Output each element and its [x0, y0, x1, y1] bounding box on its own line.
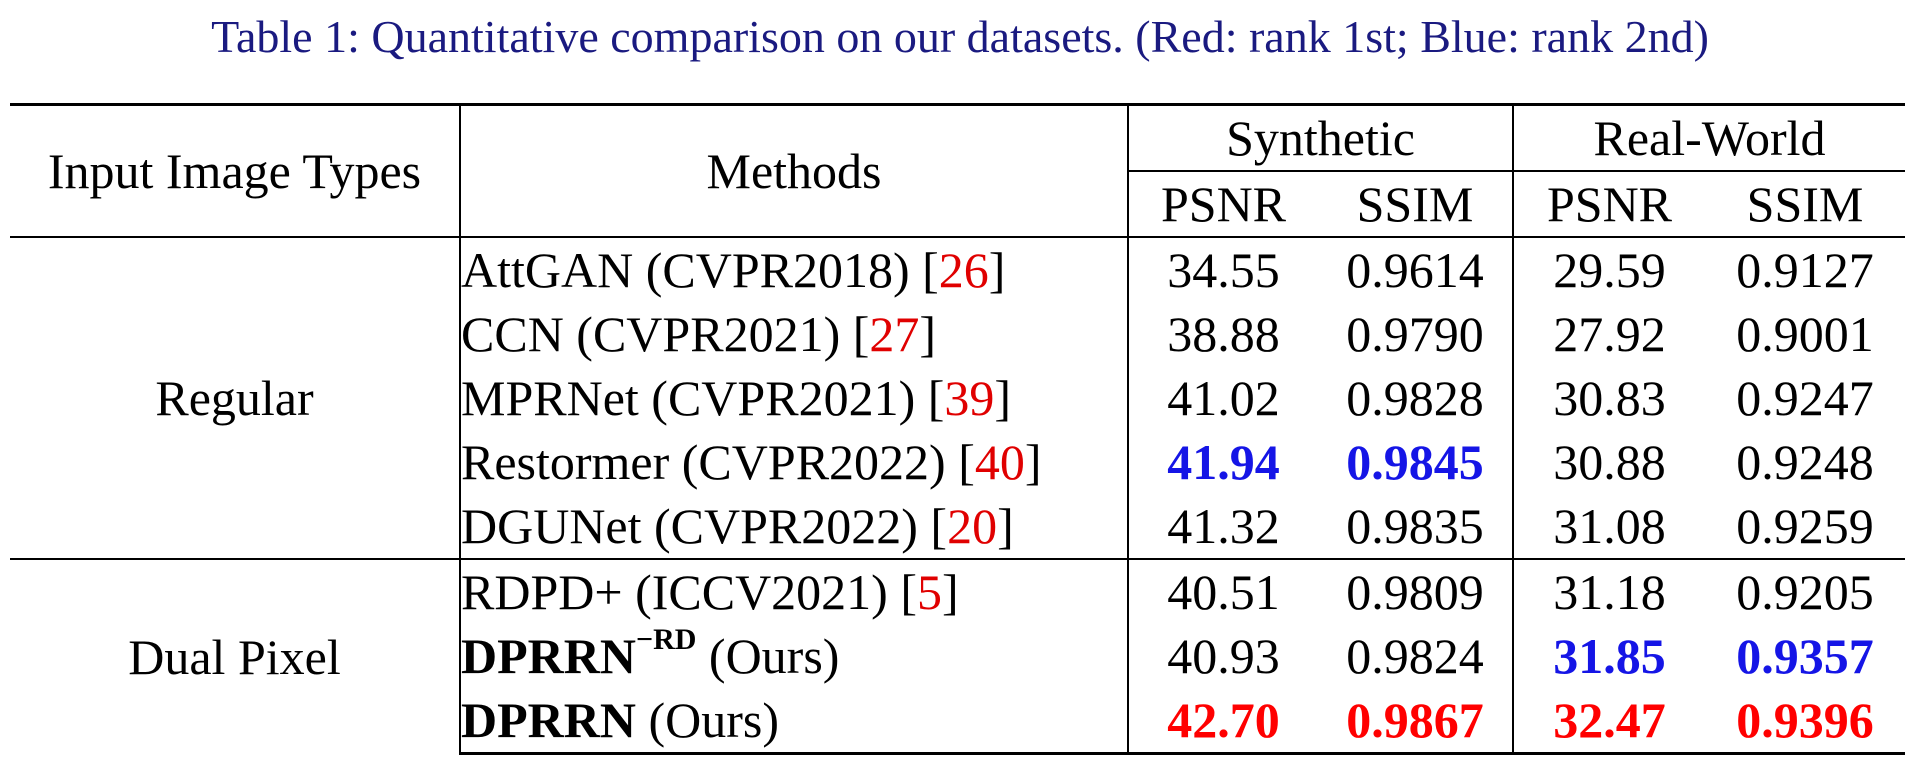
- header-synthetic: Synthetic: [1127, 103, 1513, 171]
- method-cell: DGUNet (CVPR2022) [20]: [459, 494, 1128, 559]
- table-row: DPRRN−RD (Ours) 40.93 0.9824 31.85 0.935…: [10, 624, 1905, 688]
- table-row: CCN (CVPR2021) [27] 38.88 0.9790 27.92 0…: [10, 302, 1905, 366]
- method-cell: Restormer (CVPR2022) [40]: [459, 430, 1128, 494]
- citation-link[interactable]: 40: [974, 434, 1025, 490]
- table-row: DPRRN (Ours) 42.70 0.9867 32.47 0.9396: [10, 688, 1906, 755]
- real-ssim-value: 0.9247: [1736, 370, 1874, 426]
- synthetic-ssim-value: 0.9824: [1346, 628, 1484, 684]
- header-synthetic-psnr: PSNR: [1127, 170, 1318, 238]
- synthetic-psnr-value: 40.93: [1127, 624, 1318, 688]
- table-row: DGUNet (CVPR2022) [20] 41.32 0.9835 31.0…: [10, 494, 1905, 559]
- real-ssim-value: 0.9127: [1705, 236, 1906, 302]
- real-ssim-value: 0.9357: [1736, 628, 1874, 684]
- table-row: Restormer (CVPR2022) [40] 41.94 0.9845 3…: [10, 430, 1905, 494]
- citation-link[interactable]: 27: [869, 306, 920, 362]
- method-superscript: −RD: [635, 623, 697, 657]
- synthetic-ssim-value: 0.9867: [1318, 688, 1513, 755]
- header-real-world: Real-World: [1511, 103, 1906, 171]
- synthetic-ssim-value: 0.9809: [1318, 558, 1513, 624]
- real-psnr-value: 30.88: [1512, 430, 1705, 494]
- citation-link[interactable]: 26: [938, 242, 989, 298]
- header-methods: Methods: [459, 103, 1128, 237]
- synthetic-psnr-value: 42.70: [1127, 688, 1318, 755]
- synthetic-psnr-value: 34.55: [1127, 236, 1318, 302]
- synthetic-psnr-value: 41.02: [1127, 366, 1318, 430]
- synthetic-ssim-value: 0.9835: [1346, 498, 1484, 554]
- real-ssim-value: 0.9259: [1736, 498, 1874, 554]
- synthetic-ssim-value: 0.9828: [1346, 370, 1484, 426]
- synthetic-ssim-value: 0.9614: [1318, 236, 1513, 302]
- table-caption: Table 1: Quantitative comparison on our …: [211, 11, 1709, 62]
- table-row: Dual Pixel RDPD+ (ICCV2021) [5] 40.51 0.…: [10, 558, 1906, 754]
- method-cell: RDPD+ (ICCV2021) [5]: [459, 558, 1128, 624]
- table-row: Regular AttGAN (CVPR2018) [26] 34.55 0.9…: [10, 236, 1906, 559]
- synthetic-ssim-value: 0.9790: [1346, 306, 1484, 362]
- header-synthetic-ssim: SSIM: [1318, 170, 1513, 238]
- real-ssim-value: 0.9001: [1736, 306, 1874, 362]
- real-psnr-value: 27.92: [1512, 302, 1705, 366]
- real-psnr-value: 31.85: [1512, 624, 1705, 688]
- group-label-dual-pixel: Dual Pixel: [10, 558, 460, 754]
- method-cell: MPRNet (CVPR2021) [39]: [459, 366, 1128, 430]
- citation-link[interactable]: 5: [916, 564, 942, 620]
- method-cell: AttGAN (CVPR2018) [26]: [459, 236, 1128, 302]
- real-ssim-value: 0.9396: [1705, 688, 1906, 755]
- synthetic-psnr-value: 41.94: [1127, 430, 1318, 494]
- synthetic-ssim-value: 0.9845: [1346, 434, 1484, 490]
- table-row: MPRNet (CVPR2021) [39] 41.02 0.9828 30.8…: [10, 366, 1905, 430]
- real-psnr-value: 31.08: [1512, 494, 1705, 559]
- real-psnr-value: 31.18: [1512, 558, 1705, 624]
- real-psnr-value: 29.59: [1512, 236, 1705, 302]
- method-cell: DPRRN−RD (Ours): [459, 623, 1128, 688]
- header-real-ssim: SSIM: [1705, 170, 1906, 238]
- group-label-regular: Regular: [10, 236, 460, 559]
- header-input-types: Input Image Types: [10, 103, 460, 237]
- method-cell: DPRRN (Ours): [459, 688, 1128, 755]
- real-psnr-value: 30.83: [1512, 366, 1705, 430]
- results-table: Input Image Types Methods Synthetic Real…: [10, 103, 1906, 755]
- citation-link[interactable]: 20: [947, 498, 998, 554]
- real-psnr-value: 32.47: [1512, 688, 1705, 755]
- method-cell: CCN (CVPR2021) [27]: [459, 302, 1128, 366]
- citation-link[interactable]: 39: [944, 370, 995, 426]
- synthetic-psnr-value: 41.32: [1127, 494, 1318, 559]
- synthetic-psnr-value: 40.51: [1127, 558, 1318, 624]
- header-row-2: PSNR SSIM PSNR SSIM: [10, 170, 1906, 238]
- header-real-psnr: PSNR: [1512, 170, 1705, 238]
- synthetic-psnr-value: 38.88: [1127, 302, 1318, 366]
- real-ssim-value: 0.9248: [1736, 434, 1874, 490]
- real-ssim-value: 0.9205: [1705, 558, 1906, 624]
- header-row-1: Input Image Types Methods Synthetic Real…: [10, 103, 1906, 237]
